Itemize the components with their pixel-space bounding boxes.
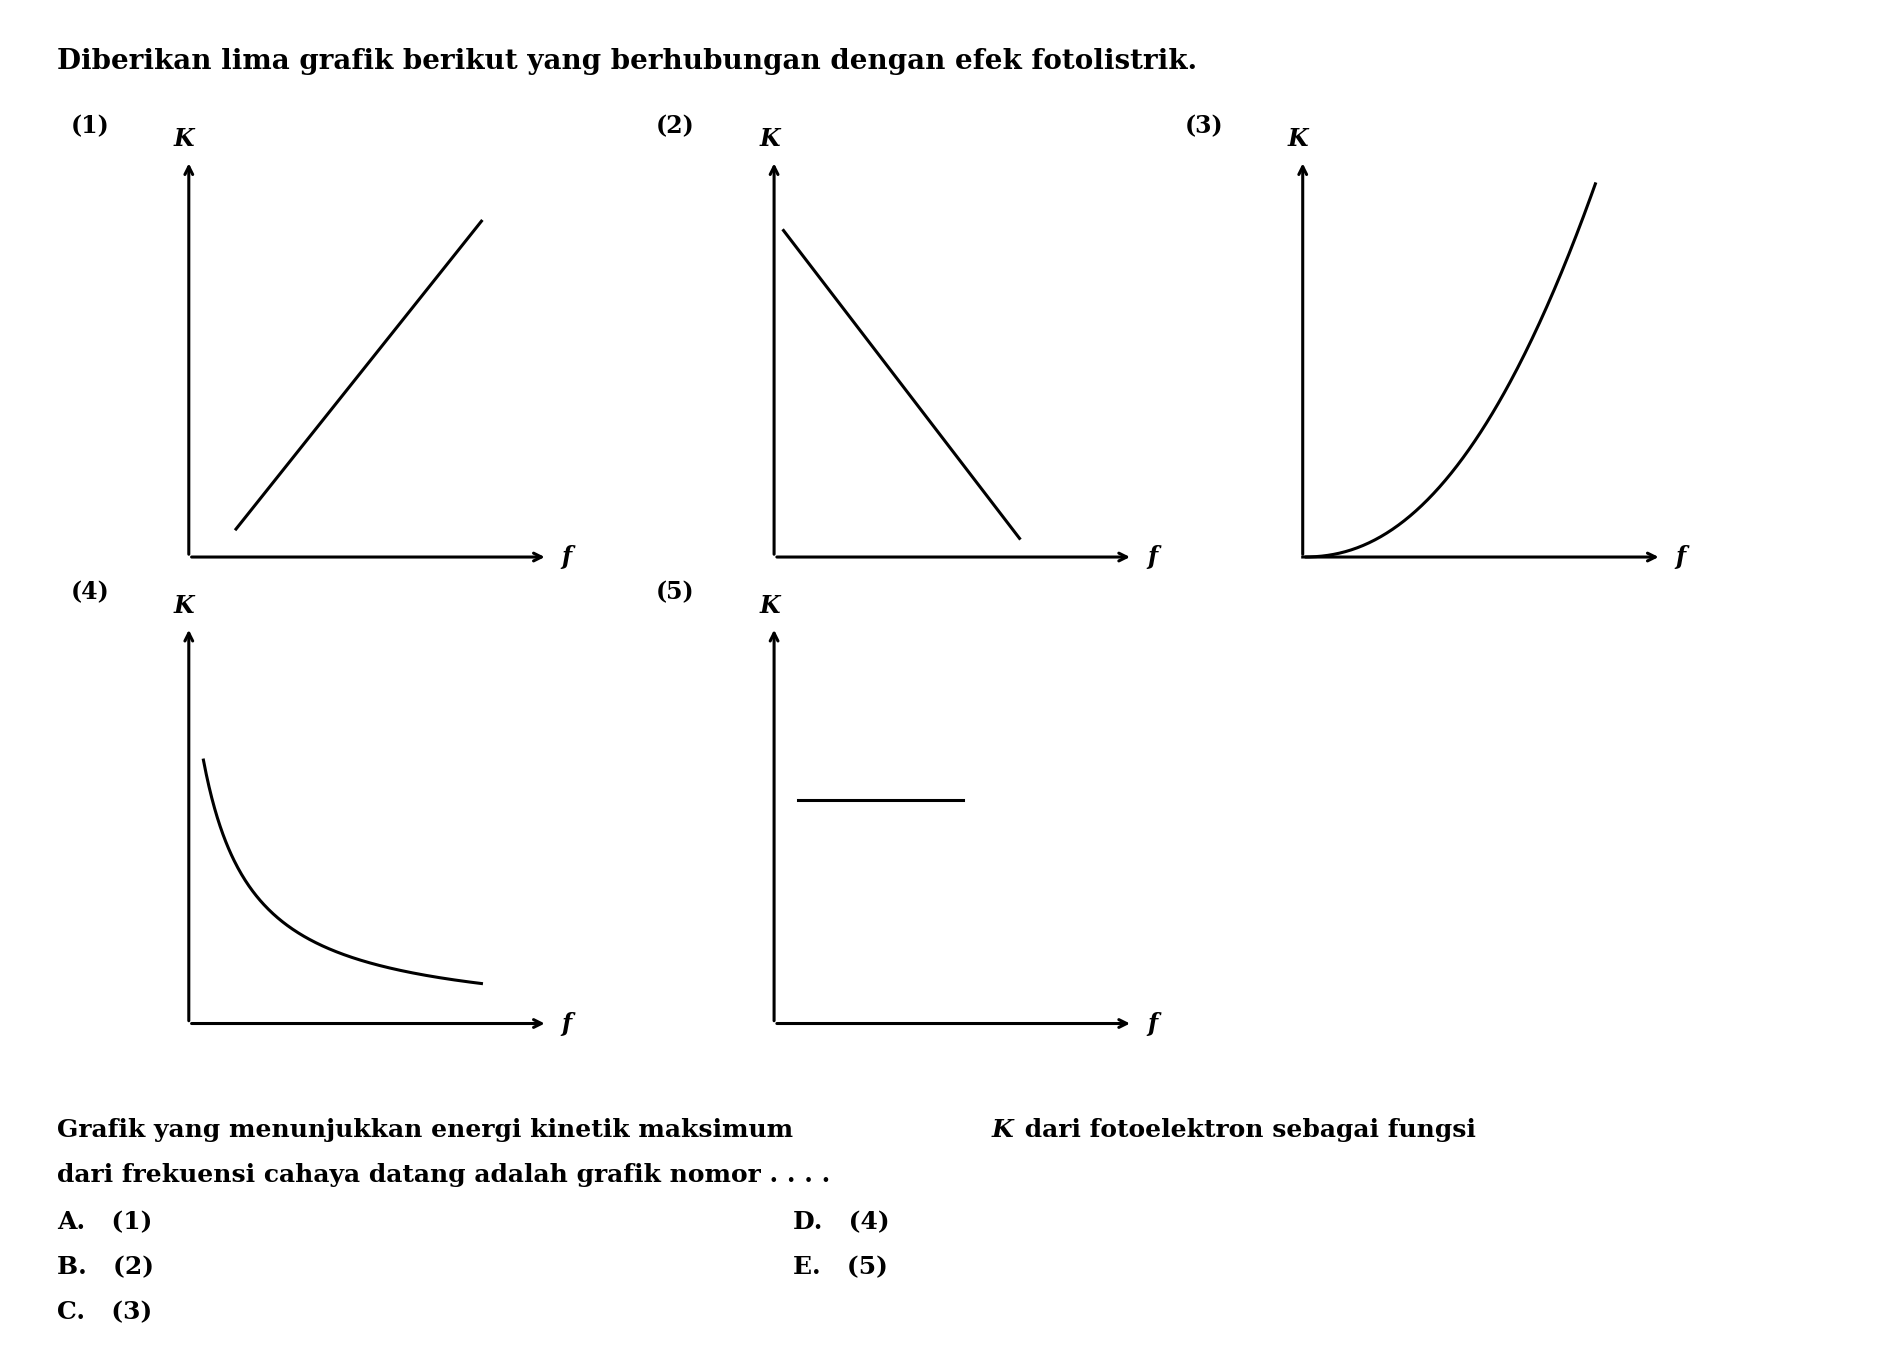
Text: A.   (1): A. (1) xyxy=(57,1210,153,1233)
Text: K: K xyxy=(1288,128,1308,151)
Text: f: f xyxy=(1148,545,1157,569)
Text: (1): (1) xyxy=(72,114,110,137)
Text: (5): (5) xyxy=(657,580,695,604)
Text: (4): (4) xyxy=(72,580,110,604)
Text: E.   (5): E. (5) xyxy=(793,1255,887,1279)
Text: B.   (2): B. (2) xyxy=(57,1255,153,1279)
Text: K: K xyxy=(759,594,780,617)
Text: K: K xyxy=(991,1118,1014,1142)
Text: (2): (2) xyxy=(657,114,695,137)
Text: K: K xyxy=(174,594,194,617)
Text: f: f xyxy=(1148,1011,1157,1036)
Text: f: f xyxy=(563,545,572,569)
Text: dari frekuensi cahaya datang adalah grafik nomor . . . .: dari frekuensi cahaya datang adalah graf… xyxy=(57,1163,831,1187)
Text: (3): (3) xyxy=(1186,114,1223,137)
Text: D.   (4): D. (4) xyxy=(793,1210,889,1233)
Text: Diberikan lima grafik berikut yang berhubungan dengan efek fotolistrik.: Diberikan lima grafik berikut yang berhu… xyxy=(57,48,1197,75)
Text: C.   (3): C. (3) xyxy=(57,1301,151,1324)
Text: K: K xyxy=(174,128,194,151)
Text: dari fotoelektron sebagai fungsi: dari fotoelektron sebagai fungsi xyxy=(1016,1118,1476,1142)
Text: f: f xyxy=(563,1011,572,1036)
Text: Grafik yang menunjukkan energi kinetik maksimum: Grafik yang menunjukkan energi kinetik m… xyxy=(57,1118,802,1142)
Text: f: f xyxy=(1677,545,1686,569)
Text: K: K xyxy=(759,128,780,151)
